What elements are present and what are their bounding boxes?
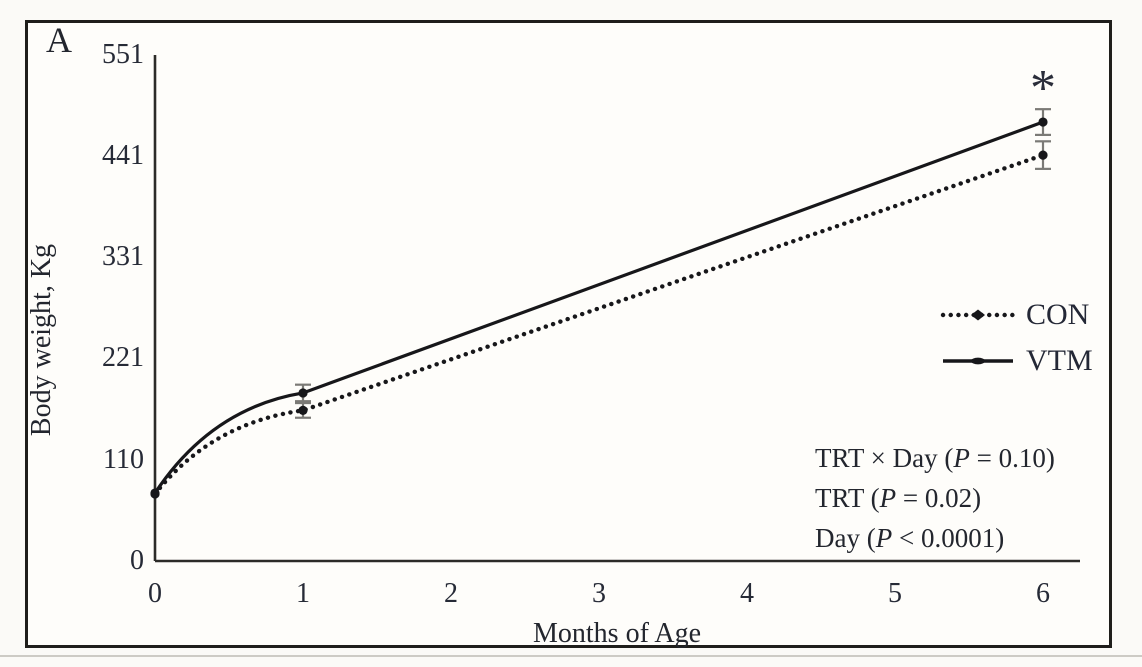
x-tick-label: 6 (1036, 578, 1050, 609)
legend-label-con: CON (1026, 298, 1090, 331)
legend-label-vtm: VTM (1026, 344, 1093, 377)
y-tick-label: 441 (102, 140, 144, 172)
stats-line-day: Day (P < 0.0001) (815, 523, 1005, 553)
y-tick-label: 110 (103, 443, 144, 475)
legend: CON VTM (940, 292, 1093, 384)
legend-item-vtm: VTM (940, 338, 1093, 384)
dotted-line-sample-icon (940, 309, 1016, 321)
scan-edge-line (0, 655, 1142, 657)
x-tick-label: 1 (296, 578, 310, 609)
x-tick-label: 3 (592, 578, 606, 609)
x-axis-title: Months of Age (533, 618, 701, 649)
x-tick-label: 4 (740, 578, 754, 609)
y-tick-label: 0 (130, 545, 144, 576)
x-tick-label: 5 (888, 578, 902, 609)
y-axis-tick-labels: 0 110 221 331 441 551 (58, 0, 144, 667)
stats-annotations: TRT × Day (P = 0.10) TRT (P = 0.02) Day … (815, 438, 1055, 558)
solid-line-sample-icon (943, 357, 1013, 365)
y-tick-label: 551 (102, 39, 144, 70)
x-tick-label: 0 (148, 578, 162, 609)
panel-label: A (46, 20, 72, 60)
legend-item-con: CON (940, 292, 1093, 338)
figure-frame (25, 20, 1112, 648)
y-tick-label: 331 (102, 241, 144, 273)
x-tick-label: 2 (444, 578, 458, 609)
stats-line-trt: TRT (P = 0.02) (815, 483, 982, 513)
stats-line-trt-x-day: TRT × Day (P = 0.10) (815, 443, 1055, 473)
y-tick-label: 221 (102, 342, 144, 374)
significance-asterisk: * (1030, 60, 1056, 118)
y-axis-title: Body weight, Kg (26, 243, 57, 437)
